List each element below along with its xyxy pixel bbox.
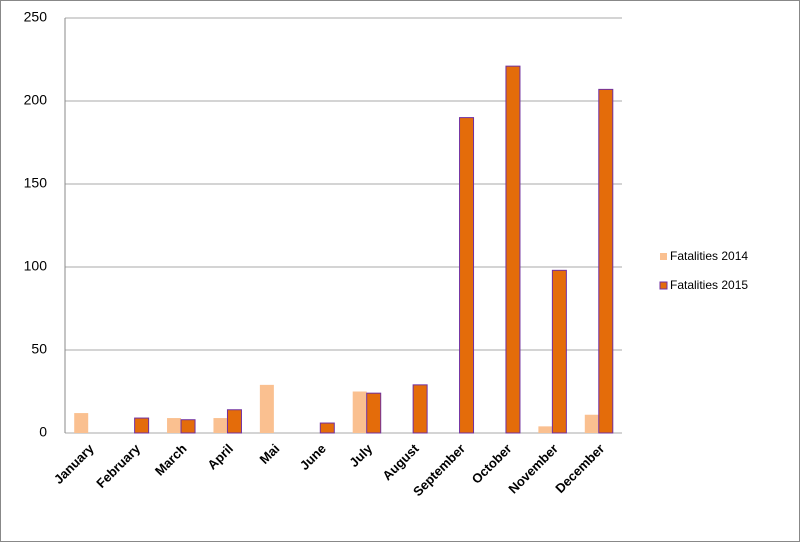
bar [134,417,150,434]
bar [352,391,367,433]
bar [412,384,428,434]
bar [74,413,89,433]
bar [551,269,567,434]
bar [319,422,335,434]
legend-swatch [659,281,668,290]
bar [226,409,242,434]
bar [167,418,182,433]
y-tick-label: 50 [31,341,47,357]
bar [213,418,228,433]
y-tick-label: 200 [24,92,48,108]
bar [584,414,599,433]
y-tick-label: 0 [39,424,47,440]
y-tick-label: 100 [24,258,48,274]
y-tick-label: 250 [24,9,48,25]
legend-label: Fatalities 2015 [670,278,748,292]
bar [538,426,553,433]
bar [598,88,614,434]
bar [459,117,475,434]
bar [505,65,521,434]
bar [259,384,274,433]
y-tick-label: 150 [24,175,48,191]
legend-label: Fatalities 2014 [670,249,748,263]
bar [180,419,196,434]
legend-swatch [660,253,667,260]
bar [366,392,382,434]
